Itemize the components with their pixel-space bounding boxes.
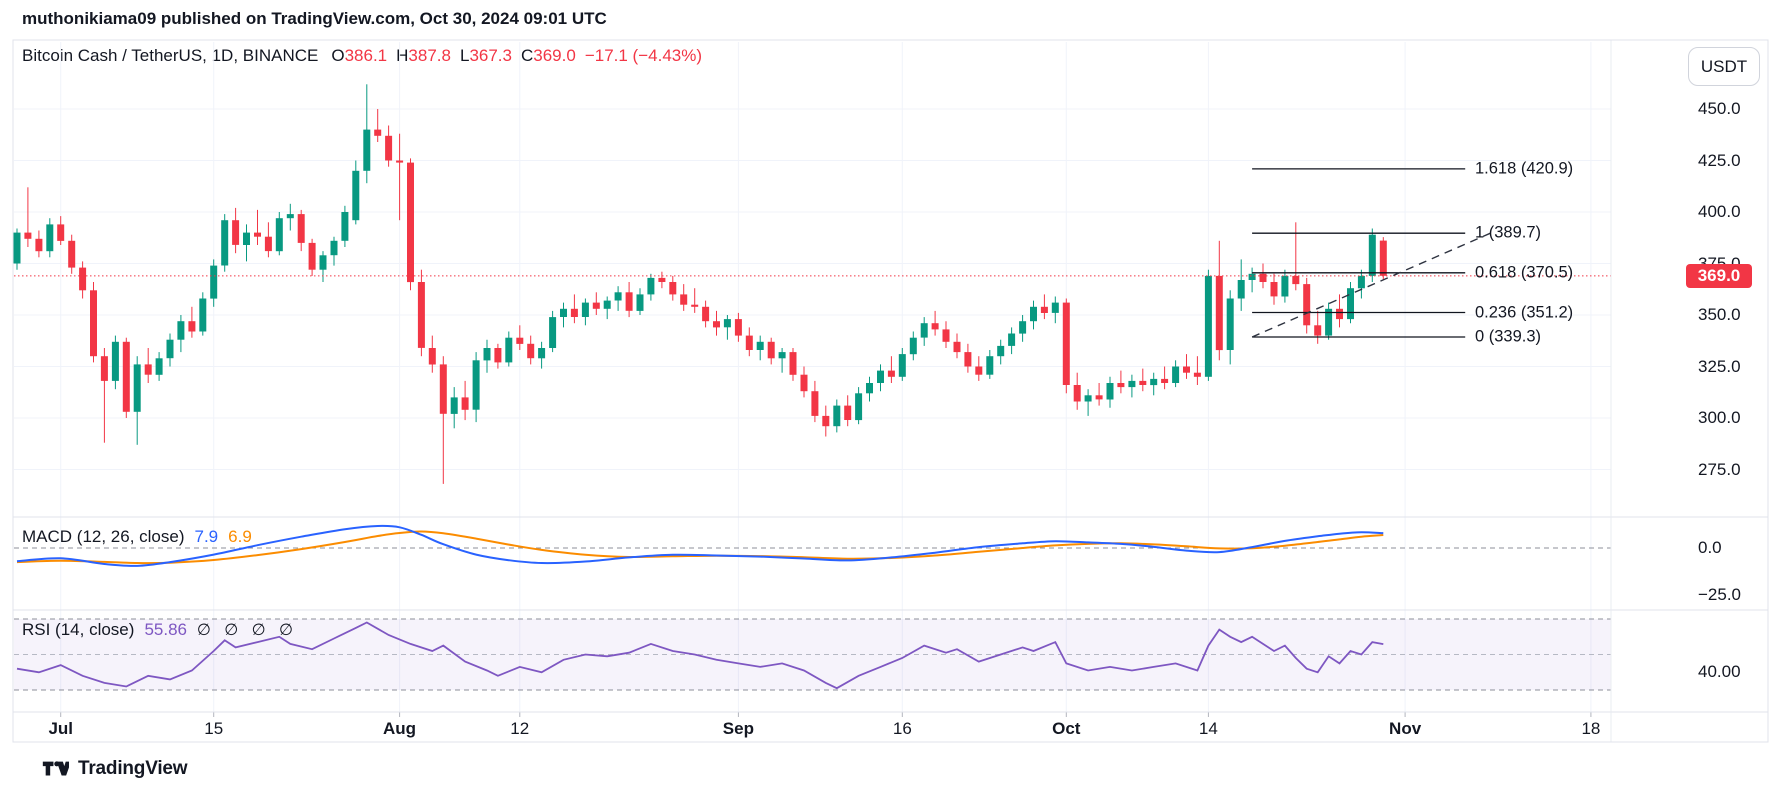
time-tick-label: Sep [722,719,754,738]
rsi-band [14,619,1611,690]
publish-attribution: muthonikiama09 published on TradingView.… [22,9,607,28]
fib-level-label: 1 (389.7) [1475,223,1542,242]
time-tick-label: 16 [892,719,912,738]
time-tick-label: Aug [383,719,417,738]
fib-level-label: 0.618 (370.5) [1475,263,1574,282]
price-tick-label: 300.0 [1698,408,1741,427]
rsi-hidden-plot-values: ∅ ∅ ∅ ∅ [196,622,294,639]
time-tick-label: 14 [1198,719,1218,738]
tradingview-logo-icon [42,761,69,776]
macd-label: MACD (12, 26, close) [22,527,185,546]
price-tick-label: 350.0 [1698,305,1741,324]
macd-legend-row[interactable]: MACD (12, 26, close) 7.9 6.9 [22,527,252,547]
time-tick-label: Nov [1389,719,1422,738]
footer-logo[interactable]: TradingView [42,757,188,781]
fib-level-label: 0.236 (351.2) [1475,303,1574,322]
macd-tick-label: −25.0 [1698,585,1742,604]
brand-name: TradingView [78,758,188,779]
last-price-badge: 369.0 [1686,264,1752,288]
time-tick-label: Oct [1052,719,1081,738]
price-tick-label: 325.0 [1698,356,1741,376]
price-tick-label: 275.0 [1698,459,1741,479]
ohlc-open: O386.1 [331,46,388,65]
rsi-curve [16,621,1384,690]
trend-line[interactable] [1251,232,1491,338]
chart-frame [12,39,1769,743]
macd-value: 7.9 [194,527,219,546]
rsi-tick-label: 40.00 [1698,662,1741,682]
candlestick-series [13,84,1387,484]
fib-level-label: 0 (339.3) [1475,327,1542,346]
macd-curve [16,524,1384,567]
macd-tick-label: 0.0 [1698,538,1722,557]
ohlc-close: C369.0 [520,46,576,65]
time-tick-label: Jul [48,719,73,738]
time-tick-label: 12 [510,719,530,738]
rsi-legend-row[interactable]: RSI (14, close) 55.86 ∅ ∅ ∅ ∅ [22,620,293,640]
symbol-title-row[interactable]: Bitcoin Cash / TetherUS, 1D, BINANCE O38… [22,46,702,68]
rsi-value: 55.86 [144,620,187,639]
ohlc-low: L367.3 [459,46,512,65]
time-tick-label: 18 [1581,719,1601,738]
macd-signal-value: 6.9 [228,527,252,546]
price-tick-label: 425.0 [1698,150,1741,170]
currency-toggle-button[interactable]: USDT [1688,47,1760,86]
price-tick-label: 400.0 [1698,202,1741,221]
symbol-title[interactable]: Bitcoin Cash / TetherUS, 1D, BINANCE [22,46,319,65]
fib-level-label: 1.618 (420.9) [1475,159,1574,178]
price-tick-label: 450.0 [1698,99,1741,118]
time-tick-label: 15 [204,719,224,738]
price-change: −17.1 (−4.43%) [584,46,703,65]
rsi-label: RSI (14, close) [22,620,135,639]
